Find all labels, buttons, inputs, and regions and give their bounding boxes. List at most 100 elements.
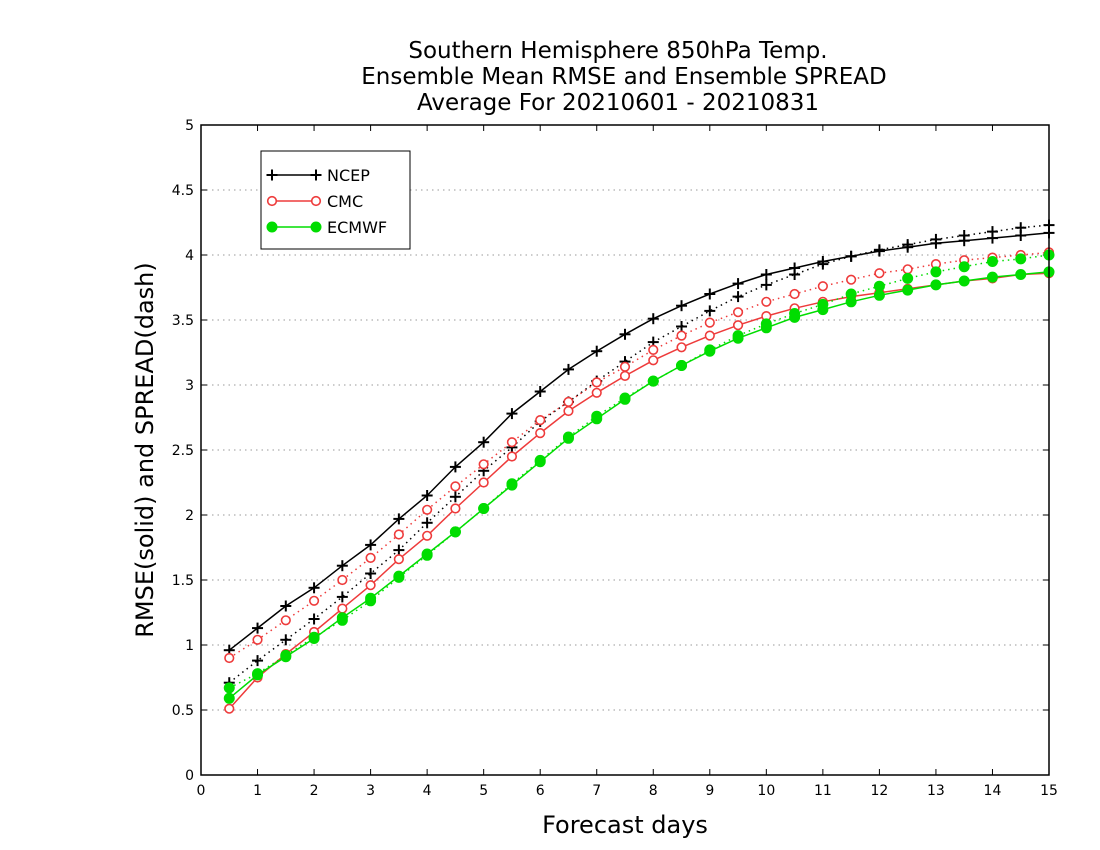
data-point-ecmwf-rmse <box>958 275 970 287</box>
data-point-cmc-spread <box>450 481 461 492</box>
data-point-cmc-rmse <box>676 342 687 353</box>
data-point-cmc-spread <box>704 317 715 328</box>
data-point-ncep-spread <box>336 591 348 603</box>
data-point-cmc-spread <box>563 396 574 408</box>
legend-marker-ecmwf <box>266 221 278 233</box>
data-point-ncep-spread <box>365 568 377 579</box>
data-point-cmc-spread <box>478 459 489 470</box>
legend-box <box>260 150 411 250</box>
data-point-ncep-rmse <box>393 513 405 525</box>
data-point-ncep-rmse <box>280 600 292 612</box>
data-point-ncep-spread <box>760 279 772 291</box>
data-point-ecmwf-spread <box>223 682 235 694</box>
data-point-ncep-rmse <box>789 262 801 274</box>
data-point-ecmwf-rmse <box>280 651 292 663</box>
data-point-ncep-rmse <box>449 461 461 473</box>
data-point-cmc-spread <box>732 307 744 318</box>
legend-label-cmc: CMC <box>327 192 363 211</box>
data-point-ecmwf-rmse <box>845 296 857 308</box>
data-point-ncep-spread <box>393 544 405 556</box>
data-point-ecmwf-rmse <box>789 311 801 323</box>
data-point-cmc-spread <box>280 615 291 626</box>
data-point-ecmwf-rmse <box>1015 269 1027 280</box>
data-point-cmc-spread <box>619 361 631 372</box>
data-point-cmc-rmse <box>619 370 631 382</box>
data-point-cmc-rmse <box>393 554 404 565</box>
data-point-ncep-spread <box>732 291 744 303</box>
data-point-ncep-rmse <box>252 622 264 634</box>
data-point-ncep-spread <box>704 305 716 317</box>
data-point-ncep-rmse <box>930 237 942 249</box>
x-tick-label: 15 <box>1040 783 1058 799</box>
data-point-ecmwf-rmse <box>308 633 320 644</box>
data-point-cmc-spread <box>874 268 885 279</box>
axes: 00.511.522.533.544.550 1 2 3 4 5 6 7 8 9 10 11 12 13 1… <box>172 118 1058 799</box>
x-tick-label: 5 <box>479 783 488 799</box>
data-point-ecmwf-rmse <box>930 279 942 291</box>
series-line-cmc-rmse <box>228 272 1050 710</box>
data-point-ecmwf-rmse <box>562 432 574 444</box>
grid-lines <box>201 189 1049 711</box>
data-point-ncep-rmse <box>845 250 857 262</box>
legend-marker-cmc <box>310 195 322 207</box>
data-point-ncep-spread <box>421 517 433 529</box>
data-point-ecmwf-rmse <box>760 322 772 334</box>
data-point-ecmwf-rmse <box>478 503 490 514</box>
data-point-ecmwf-rmse <box>647 375 659 387</box>
y-axis-label: RMSE(solid) and SPREAD(dash) <box>131 262 159 638</box>
y-tick-label: 4.5 <box>172 183 194 199</box>
data-point-cmc-spread <box>224 652 235 664</box>
data-point-ncep-rmse <box>365 539 377 551</box>
data-point-cmc-rmse <box>337 603 348 614</box>
data-point-ecmwf-rmse <box>421 548 433 560</box>
data-point-ncep-spread <box>676 321 688 332</box>
legend: NCEP CMC ECMWF <box>260 150 411 250</box>
y-tick-label: 0.5 <box>172 703 194 719</box>
series-layer <box>223 219 1055 714</box>
data-point-cmc-spread <box>591 377 602 388</box>
data-point-ncep-rmse <box>676 300 688 312</box>
data-point-ecmwf-rmse <box>676 360 688 371</box>
x-tick-label: 6 <box>536 783 545 799</box>
data-point-cmc-rmse <box>591 387 602 398</box>
series-line-ecmwf-spread <box>228 254 1050 689</box>
data-point-ncep-spread <box>449 491 461 503</box>
data-point-ncep-rmse <box>1015 230 1027 241</box>
data-point-cmc-spread <box>535 415 546 426</box>
data-point-cmc-spread <box>676 330 687 341</box>
x-tick-label: 4 <box>423 783 432 799</box>
series-line-cmc-spread <box>228 251 1050 659</box>
data-point-cmc-rmse <box>478 477 489 488</box>
data-point-cmc-rmse <box>648 355 659 366</box>
data-point-cmc-spread <box>422 504 433 515</box>
data-point-ncep-rmse <box>704 288 716 300</box>
data-point-ncep-rmse <box>873 245 885 257</box>
data-point-cmc-spread <box>252 634 263 645</box>
data-point-cmc-rmse <box>365 580 376 591</box>
data-point-ncep-rmse <box>534 386 546 397</box>
x-tick-label: 14 <box>984 783 1002 799</box>
data-point-cmc-rmse <box>506 451 518 462</box>
chart-title-line-1: Southern Hemisphere 850hPa Temp. <box>408 38 827 64</box>
data-point-ecmwf-spread <box>958 261 970 273</box>
data-point-ecmwf-rmse <box>591 413 603 425</box>
data-point-ncep-rmse <box>562 363 574 375</box>
data-point-ecmwf-rmse <box>732 332 744 344</box>
chart-title-line-3: Average For 20210601 - 20210831 <box>417 90 819 116</box>
y-tick-label: 1 <box>185 638 194 654</box>
data-point-ncep-rmse <box>336 560 348 572</box>
data-point-ncep-spread <box>252 655 264 667</box>
data-point-cmc-spread <box>337 574 348 586</box>
x-tick-label: 1 <box>253 783 262 799</box>
data-point-ncep-rmse <box>308 582 320 594</box>
data-point-ecmwf-rmse <box>223 692 235 704</box>
legend-label-ecmwf: ECMWF <box>327 218 387 237</box>
x-tick-label: 12 <box>870 783 888 799</box>
x-tick-label: 3 <box>366 783 375 799</box>
data-point-cmc-spread <box>817 281 828 292</box>
data-point-ncep-rmse <box>986 232 998 244</box>
x-tick-label: 2 <box>310 783 319 799</box>
y-tick-label: 1.5 <box>172 573 194 589</box>
data-point-cmc-spread <box>648 344 659 356</box>
